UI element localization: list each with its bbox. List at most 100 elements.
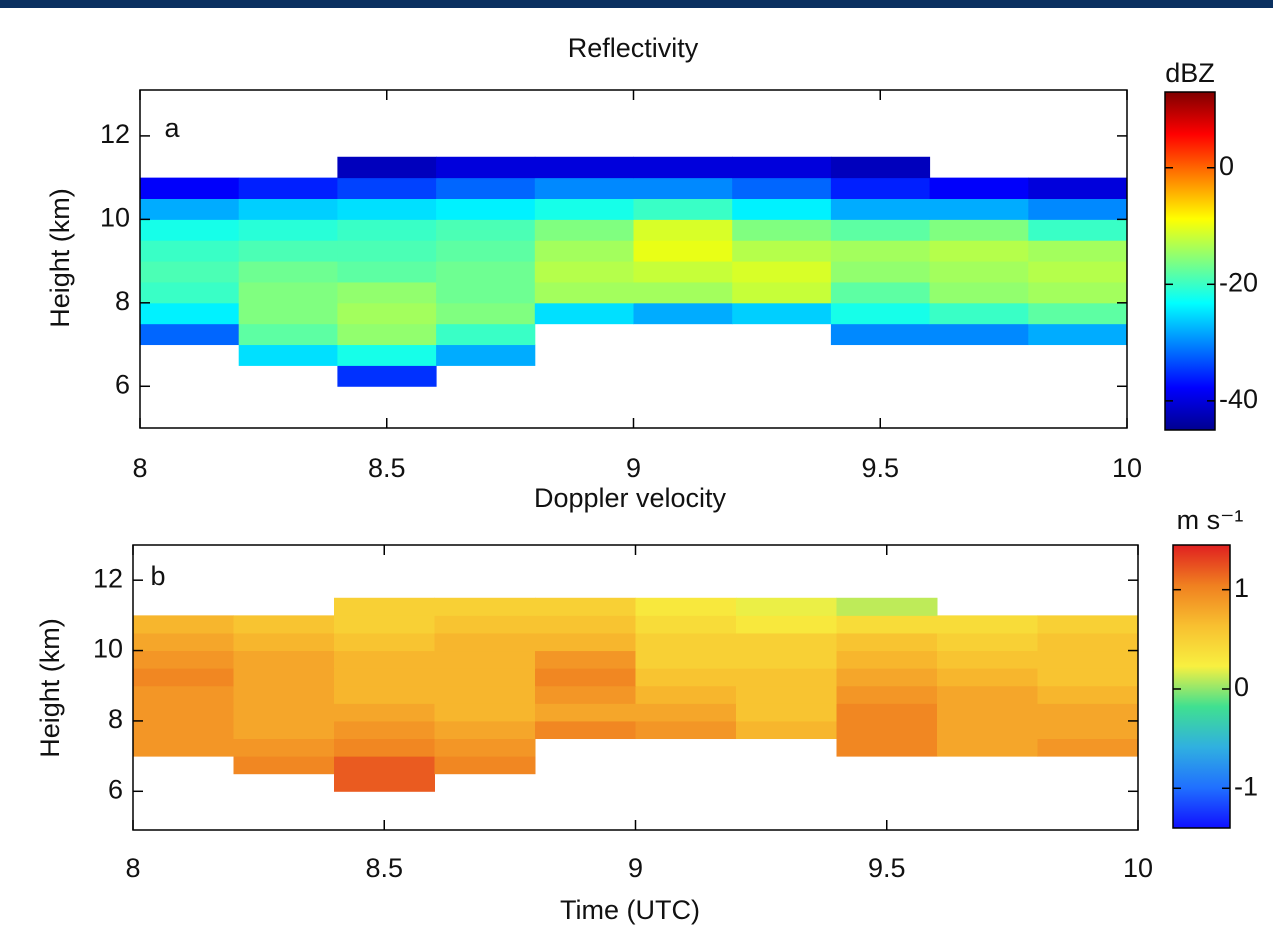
cell xyxy=(830,323,931,346)
x-tick-label: 9 xyxy=(628,853,643,883)
cell xyxy=(238,240,338,262)
cell xyxy=(534,240,634,262)
colorbar-frame xyxy=(1164,91,1216,431)
cell xyxy=(337,198,437,220)
cell xyxy=(633,240,733,262)
cell xyxy=(635,597,737,616)
cell xyxy=(633,281,733,304)
cell xyxy=(334,668,435,687)
cell xyxy=(140,323,240,346)
cell xyxy=(334,632,435,652)
y-tick-label: 8 xyxy=(115,286,130,316)
cell xyxy=(732,261,832,283)
cell xyxy=(334,738,435,757)
cell xyxy=(337,240,437,262)
cell xyxy=(836,650,938,669)
colorbar xyxy=(1173,545,1230,828)
cell xyxy=(238,344,338,366)
cell xyxy=(732,156,832,179)
cell xyxy=(732,177,832,199)
cell xyxy=(937,720,1038,740)
cell xyxy=(133,615,234,634)
x-tick-label: 10 xyxy=(1112,453,1142,483)
x-tick-label: 9.5 xyxy=(861,453,899,483)
cell xyxy=(635,668,737,687)
cell xyxy=(836,597,938,616)
cell xyxy=(633,177,733,199)
cell xyxy=(633,302,733,325)
panel-label: b xyxy=(150,561,165,591)
cell xyxy=(736,650,837,669)
cell xyxy=(732,281,832,304)
cell xyxy=(937,650,1038,669)
cell xyxy=(534,261,634,283)
cell xyxy=(140,198,240,220)
cell xyxy=(337,156,437,179)
cell xyxy=(836,685,938,704)
x-tick-label: 8 xyxy=(125,853,140,883)
panel-title: Reflectivity xyxy=(568,33,699,63)
cell xyxy=(337,323,437,346)
cell xyxy=(1037,703,1139,722)
cell xyxy=(929,261,1029,283)
cell xyxy=(140,177,240,199)
cell xyxy=(334,685,435,704)
cell xyxy=(937,685,1038,704)
cell xyxy=(1028,198,1128,220)
cell xyxy=(1028,302,1128,325)
colorbar xyxy=(1165,92,1215,430)
colorbar-tick-label: -20 xyxy=(1219,267,1258,297)
cell xyxy=(233,720,335,740)
cell xyxy=(736,720,837,740)
cell xyxy=(1037,668,1139,687)
cell xyxy=(937,703,1038,722)
cell xyxy=(1028,323,1128,346)
cell xyxy=(635,615,737,634)
cell xyxy=(434,720,536,740)
cell xyxy=(534,198,634,220)
y-tick-label: 12 xyxy=(93,563,123,593)
cell xyxy=(732,198,832,220)
cell xyxy=(929,323,1029,346)
x-tick-label: 8 xyxy=(132,453,147,483)
y-tick-label: 6 xyxy=(115,369,130,399)
cell xyxy=(1028,261,1128,283)
cell xyxy=(535,720,636,740)
cell xyxy=(1028,177,1128,199)
cell xyxy=(534,219,634,241)
cell xyxy=(836,738,938,757)
x-tick-label: 9 xyxy=(626,453,641,483)
cell xyxy=(434,685,536,704)
cell xyxy=(436,281,536,304)
cell xyxy=(535,703,636,722)
cell xyxy=(937,615,1038,634)
cell xyxy=(337,365,437,387)
y-tick-label: 10 xyxy=(93,634,123,664)
x-tick-label: 8.5 xyxy=(365,853,403,883)
cell xyxy=(434,738,536,757)
cell xyxy=(736,632,837,652)
panel-label: a xyxy=(164,113,180,143)
cell xyxy=(133,738,234,757)
cell xyxy=(929,219,1029,241)
cell xyxy=(233,632,335,652)
cell xyxy=(836,703,938,722)
cell xyxy=(334,720,435,740)
cell xyxy=(836,632,938,652)
colorbar-frame xyxy=(1172,544,1231,829)
cell xyxy=(233,756,335,775)
colorbar-tick-label: 0 xyxy=(1219,151,1234,181)
cell xyxy=(836,668,938,687)
cell xyxy=(635,650,737,669)
cell xyxy=(937,738,1038,757)
colorbar-label: m s⁻¹ xyxy=(1177,505,1244,535)
cell xyxy=(434,632,536,652)
top-band xyxy=(0,0,1273,8)
cell xyxy=(233,650,335,669)
cell xyxy=(434,756,536,775)
cell xyxy=(434,650,536,669)
cell xyxy=(133,668,234,687)
cell xyxy=(337,177,437,199)
cell xyxy=(238,302,338,325)
cell xyxy=(233,668,335,687)
